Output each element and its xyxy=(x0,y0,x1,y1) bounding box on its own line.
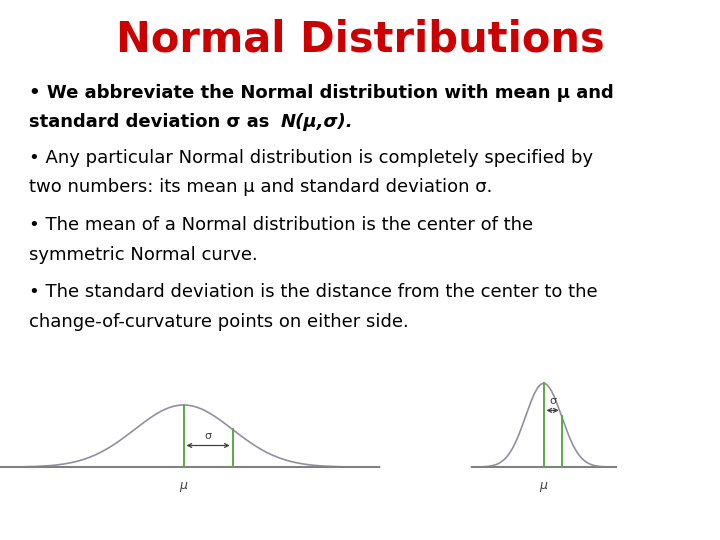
Text: σ: σ xyxy=(204,431,212,441)
Text: μ: μ xyxy=(179,479,188,492)
Text: N(μ,σ).: N(μ,σ). xyxy=(281,113,354,131)
Text: • We abbreviate the Normal distribution with mean μ and: • We abbreviate the Normal distribution … xyxy=(29,84,613,102)
Text: • The standard deviation is the distance from the center to the: • The standard deviation is the distance… xyxy=(29,284,598,301)
Text: Normal Distributions: Normal Distributions xyxy=(116,19,604,61)
Text: • The mean of a Normal distribution is the center of the: • The mean of a Normal distribution is t… xyxy=(29,217,533,234)
Text: symmetric Normal curve.: symmetric Normal curve. xyxy=(29,246,258,264)
Text: σ: σ xyxy=(549,396,556,406)
Text: change-of-curvature points on either side.: change-of-curvature points on either sid… xyxy=(29,313,408,330)
Text: μ: μ xyxy=(539,479,548,492)
Text: • Any particular Normal distribution is completely specified by: • Any particular Normal distribution is … xyxy=(29,150,593,167)
Text: standard deviation σ as: standard deviation σ as xyxy=(29,113,276,131)
Text: two numbers: its mean μ and standard deviation σ.: two numbers: its mean μ and standard dev… xyxy=(29,179,492,197)
